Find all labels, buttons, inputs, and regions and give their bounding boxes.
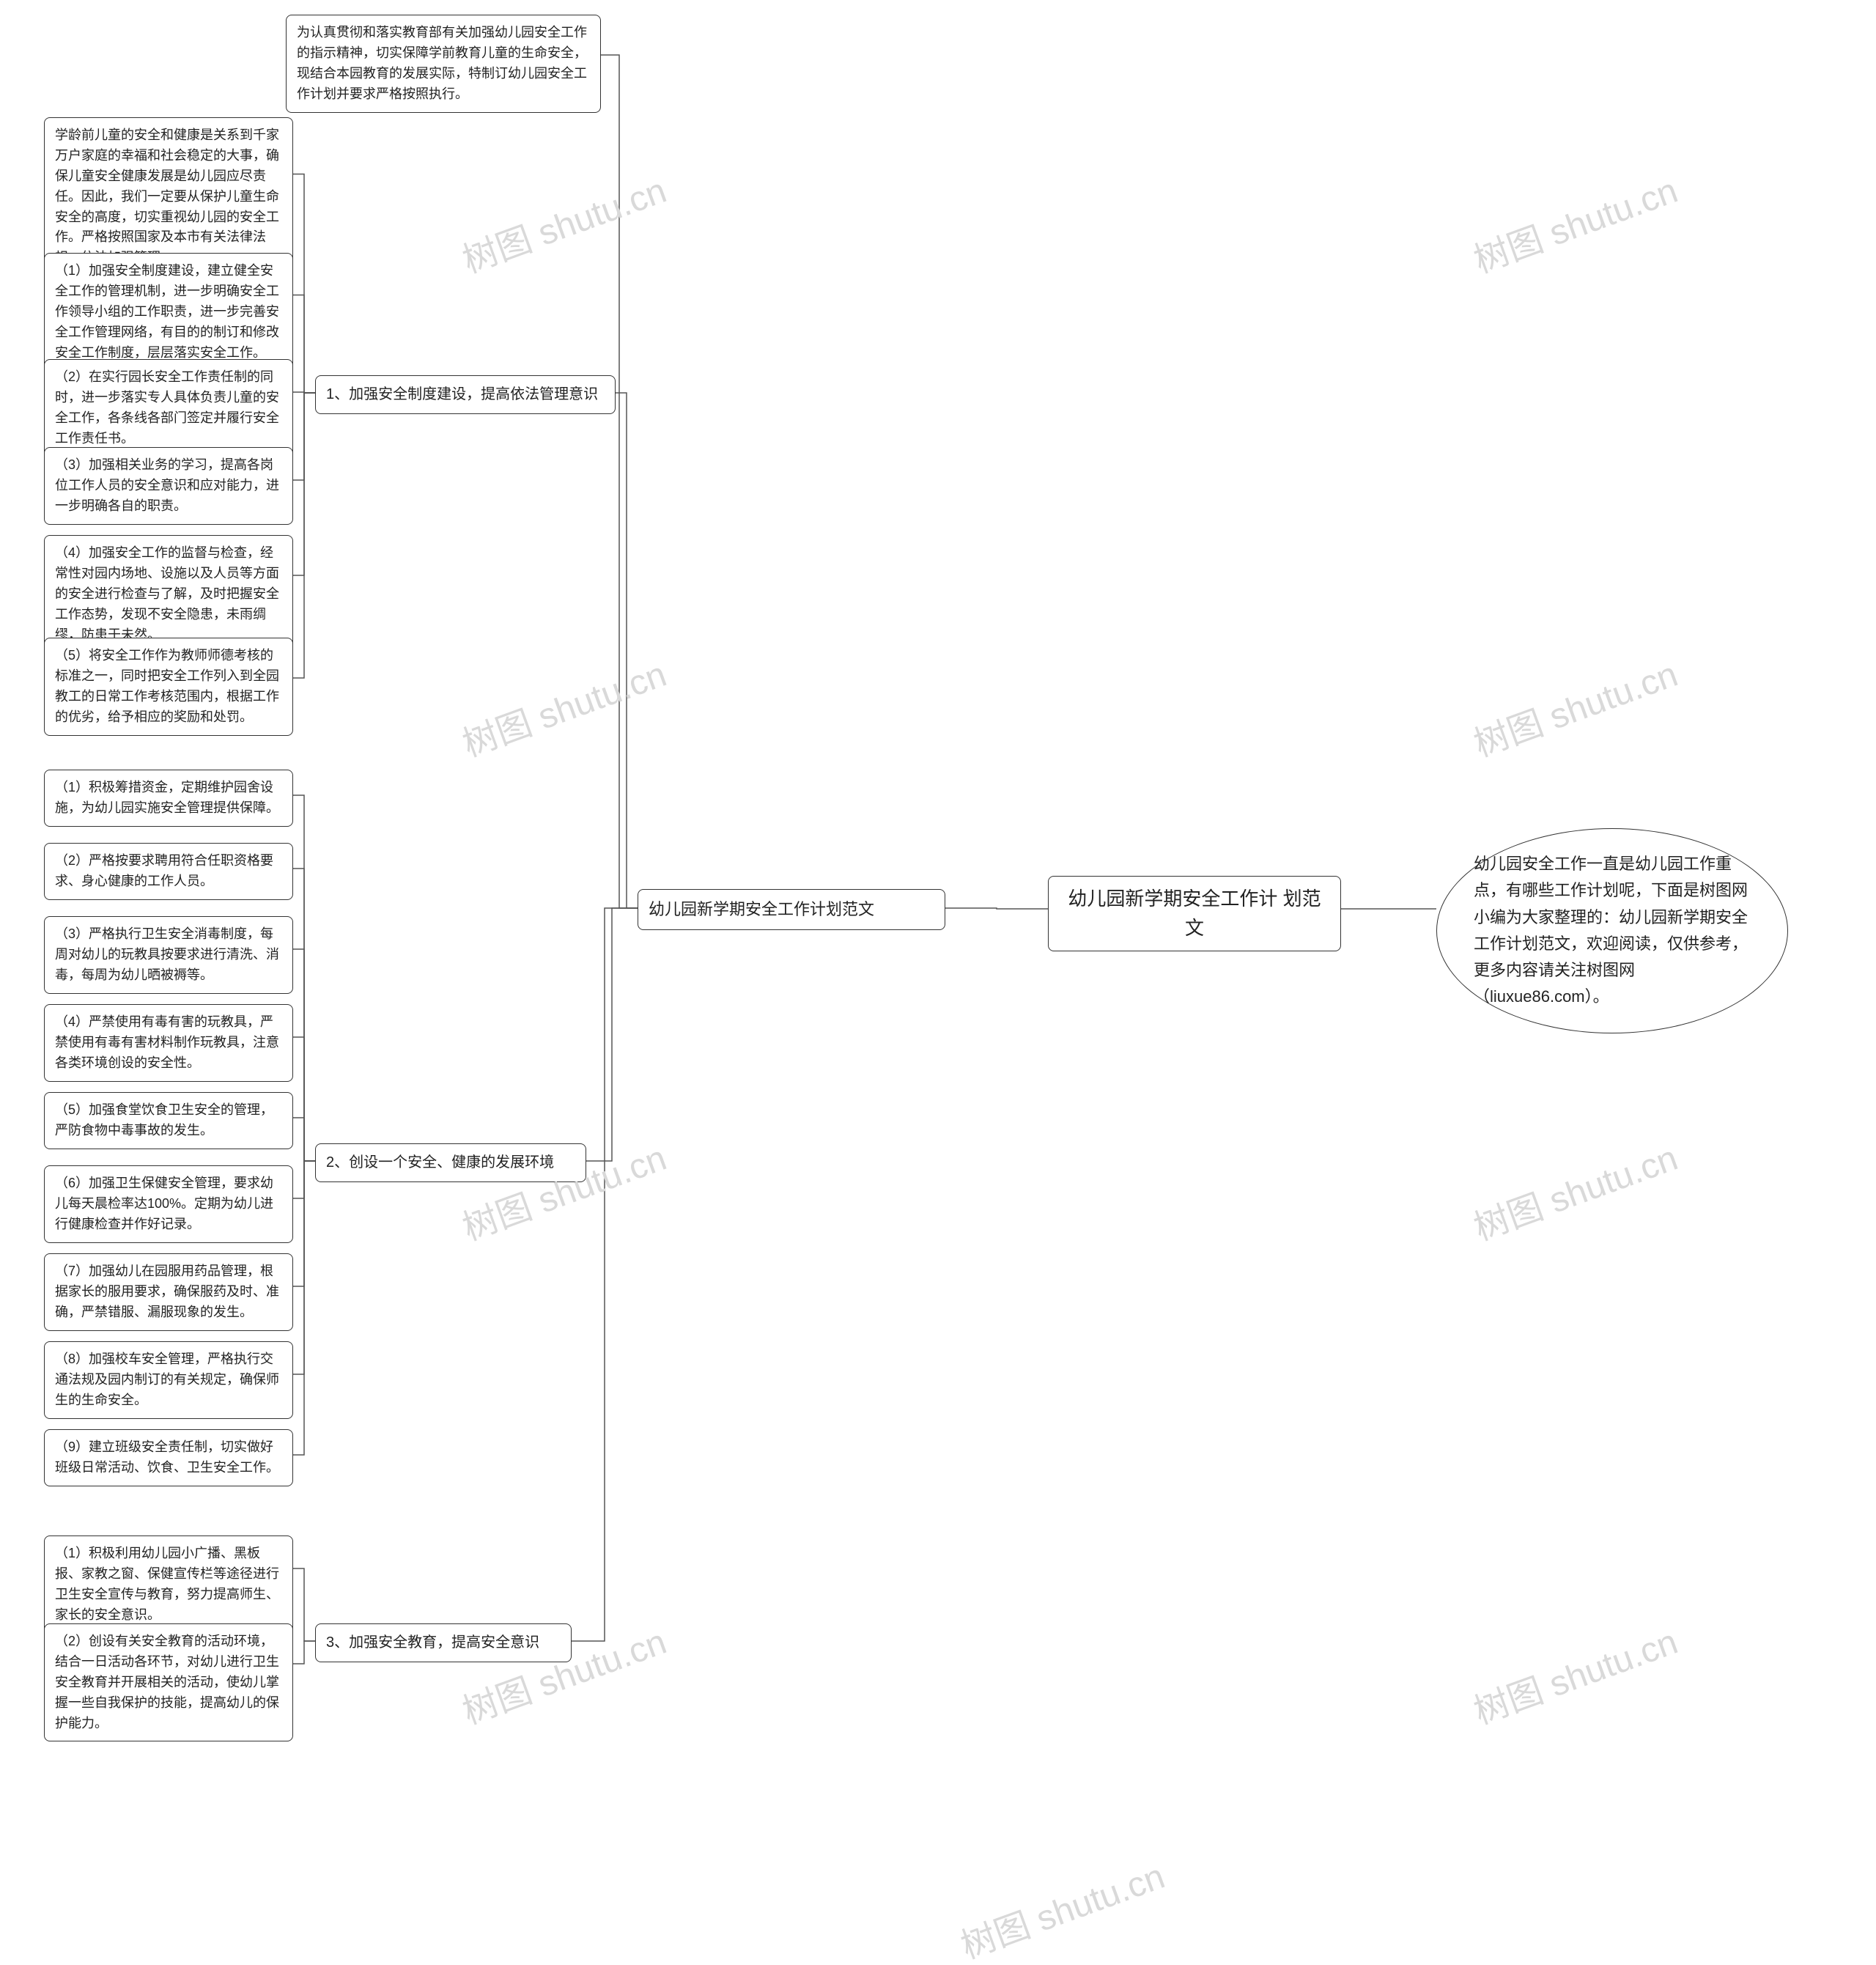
section-2-child: （7）加强幼儿在园服用药品管理，根据家长的服用要求，确保服药及时、准确，严禁错服… — [44, 1253, 293, 1331]
right-title-node: 幼儿园新学期安全工作计 划范文 — [1048, 876, 1341, 951]
section-1-child: （4）加强安全工作的监督与检查，经常性对园内场地、设施以及人员等方面的安全进行检… — [44, 535, 293, 653]
right-description-node: 幼儿园安全工作一直是幼儿园工作重点，有哪些工作计划呢，下面是树图网小编为大家整理… — [1436, 828, 1788, 1033]
section-2-child: （2）严格按要求聘用符合任职资格要求、身心健康的工作人员。 — [44, 843, 293, 900]
watermark-text: 树图 shutu.cn — [454, 162, 672, 283]
section-2-child: （1）积极筹措资金，定期维护园舍设施，为幼儿园实施安全管理提供保障。 — [44, 770, 293, 827]
section-2-child: （8）加强校车安全管理，严格执行交通法规及园内制订的有关规定，确保师生的生命安全… — [44, 1341, 293, 1419]
mindmap-canvas: 幼儿园新学期安全工作计划范文 幼儿园新学期安全工作计 划范文 幼儿园安全工作一直… — [0, 0, 1876, 1965]
intro-node: 为认真贯彻和落实教育部有关加强幼儿园安全工作的指示精神，切实保障学前教育儿童的生… — [286, 15, 601, 113]
watermark-text: 树图 shutu.cn — [953, 1848, 1170, 1965]
section-1-child: （1）加强安全制度建设，建立健全安全工作的管理机制，进一步明确安全工作领导小组的… — [44, 253, 293, 371]
section-2-node: 2、创设一个安全、健康的发展环境 — [315, 1143, 586, 1182]
section-1-child: （2）在实行园长安全工作责任制的同时，进一步落实专人具体负责儿童的安全工作，各条… — [44, 359, 293, 457]
watermark-text: 树图 shutu.cn — [454, 646, 672, 767]
section-1-child: （3）加强相关业务的学习，提高各岗位工作人员的安全意识和应对能力，进一步明确各自… — [44, 447, 293, 525]
section-3-child: （1）积极利用幼儿园小广播、黑板报、家教之窗、保健宣传栏等途径进行卫生安全宣传与… — [44, 1535, 293, 1634]
watermark-text: 树图 shutu.cn — [1466, 1129, 1683, 1250]
section-1-node: 1、加强安全制度建设，提高依法管理意识 — [315, 375, 616, 414]
section-2-child: （9）建立班级安全责任制，切实做好班级日常活动、饮食、卫生安全工作。 — [44, 1429, 293, 1486]
section-2-child: （5）加强食堂饮食卫生安全的管理，严防食物中毒事故的发生。 — [44, 1092, 293, 1149]
root-node: 幼儿园新学期安全工作计划范文 — [638, 889, 945, 930]
section-3-child: （2）创设有关安全教育的活动环境，结合一日活动各环节，对幼儿进行卫生安全教育并开… — [44, 1623, 293, 1741]
section-2-child: （3）严格执行卫生安全消毒制度，每周对幼儿的玩教具按要求进行清洗、消毒，每周为幼… — [44, 916, 293, 994]
watermark-text: 树图 shutu.cn — [1466, 646, 1683, 767]
section-1-child: （5）将安全工作作为教师师德考核的标准之一，同时把安全工作列入到全园教工的日常工… — [44, 638, 293, 736]
section-3-node: 3、加强安全教育，提高安全意识 — [315, 1623, 572, 1662]
watermark-text: 树图 shutu.cn — [1466, 1613, 1683, 1734]
watermark-text: 树图 shutu.cn — [1466, 162, 1683, 283]
section-2-child: （4）严禁使用有毒有害的玩教具，严禁使用有毒有害材料制作玩教具，注意各类环境创设… — [44, 1004, 293, 1082]
section-2-child: （6）加强卫生保健安全管理，要求幼儿每天晨检率达100%。定期为幼儿进行健康检查… — [44, 1165, 293, 1243]
